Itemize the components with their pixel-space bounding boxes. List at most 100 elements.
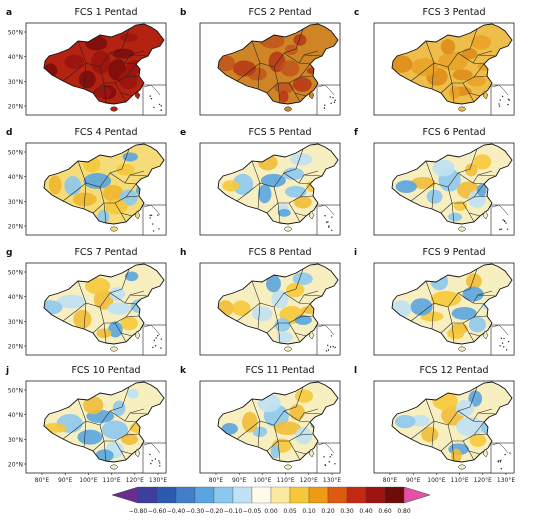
inset-island [498, 105, 501, 107]
inset-island [150, 214, 153, 216]
inset-island [154, 458, 157, 460]
anomaly-patch [468, 390, 483, 407]
anomaly-patch [120, 33, 138, 42]
anomaly-patch [270, 444, 281, 459]
panel-letter: d [6, 128, 12, 138]
inset-island [155, 337, 157, 339]
province-borders [236, 386, 323, 462]
anomaly-patch [438, 52, 469, 71]
map-area [391, 23, 515, 116]
anomaly-patch [56, 294, 86, 309]
anomaly-patch [430, 291, 462, 307]
inset-coast [491, 324, 509, 336]
province-border [92, 440, 105, 452]
colorbar-swatch [308, 486, 329, 504]
x-tick-label: 100°E [79, 477, 97, 484]
panel-title: FCS 12 Pentad [419, 365, 488, 376]
anomaly-patch [448, 212, 463, 222]
anomaly-patch [464, 163, 478, 177]
inset-island [500, 228, 503, 230]
province-border [431, 62, 435, 90]
china-outline [391, 381, 513, 463]
province-border [124, 50, 145, 64]
y-tick-label: 20°N [8, 344, 23, 351]
anomaly-patch [447, 327, 465, 340]
inset-island [160, 105, 163, 107]
inset-island [505, 222, 507, 224]
inset-island [502, 219, 504, 221]
province-border [295, 148, 304, 170]
map-area [43, 143, 167, 236]
anomaly-patch [116, 163, 135, 176]
anomaly-patch [462, 286, 484, 302]
colorbar-swatch [365, 486, 386, 504]
anomaly-patch [78, 70, 96, 89]
anomaly-patch [232, 60, 257, 77]
province-border [299, 315, 314, 318]
anomaly-patch [127, 388, 139, 399]
y-tick-label: 30°N [8, 437, 23, 444]
inset-coast [317, 324, 335, 336]
china-outline [43, 381, 165, 463]
anomaly-patch [410, 414, 430, 427]
inset-island [499, 228, 501, 231]
y-tick-label: 40°N [8, 54, 23, 61]
taiwan [308, 330, 315, 340]
inset-island [332, 345, 334, 348]
x-tick-label: 130°E [149, 477, 167, 484]
province-border [257, 182, 261, 210]
province-border [299, 75, 314, 78]
colorbar-swatch [289, 486, 310, 504]
inset-island [500, 468, 503, 470]
province-border [266, 202, 279, 214]
province-border [277, 322, 281, 344]
province-border [303, 412, 323, 415]
map-panel: d FCS 4 Pentad 50°N 40°N 30°N 20°N [6, 127, 167, 236]
province-border [129, 54, 149, 57]
province-border [295, 28, 304, 50]
anomaly-patch [232, 300, 251, 316]
province-border [298, 408, 319, 422]
china-outline [43, 263, 165, 345]
inset-island [334, 99, 336, 102]
panel-title: FCS 3 Pentad [422, 7, 485, 18]
inset-island [153, 106, 155, 109]
province-border [125, 75, 140, 78]
colorbar-high-extend [403, 486, 431, 504]
inset-island [334, 463, 336, 465]
colorbar-tick-label: 0.20 [321, 508, 335, 515]
province-border [473, 315, 488, 318]
inset-island [149, 214, 151, 217]
province-border [294, 332, 301, 343]
taiwan [482, 90, 489, 100]
panel-title: FCS 2 Pentad [248, 7, 311, 18]
inset-island [507, 98, 510, 100]
inset-island [328, 225, 330, 227]
taiwan [482, 448, 489, 458]
anomaly-patch [285, 44, 298, 55]
inset-island [150, 462, 152, 465]
y-tick-label: 50°N [8, 270, 23, 277]
province-borders [236, 28, 323, 104]
x-tick-label: 90°E [406, 477, 421, 484]
taiwan [134, 448, 141, 458]
inset-island [330, 102, 332, 105]
province-border [83, 420, 87, 448]
inset-island [331, 229, 333, 231]
province-border [121, 148, 130, 170]
anomaly-patch [113, 48, 135, 59]
inset-coast [143, 442, 161, 454]
inset-island [157, 335, 159, 337]
province-border [303, 174, 323, 177]
colorbar-swatch [137, 486, 158, 504]
inset-island [152, 230, 155, 232]
map-panel: a FCS 1 Pentad 50°N 40°N 30°N 20°N [6, 7, 167, 116]
panel-letter: l [354, 366, 357, 376]
field-anomalies [218, 33, 323, 103]
hainan [458, 106, 466, 112]
anomaly-patch [426, 189, 443, 204]
province-border [431, 182, 435, 210]
anomaly-patch [95, 449, 114, 462]
province-border [124, 170, 145, 184]
